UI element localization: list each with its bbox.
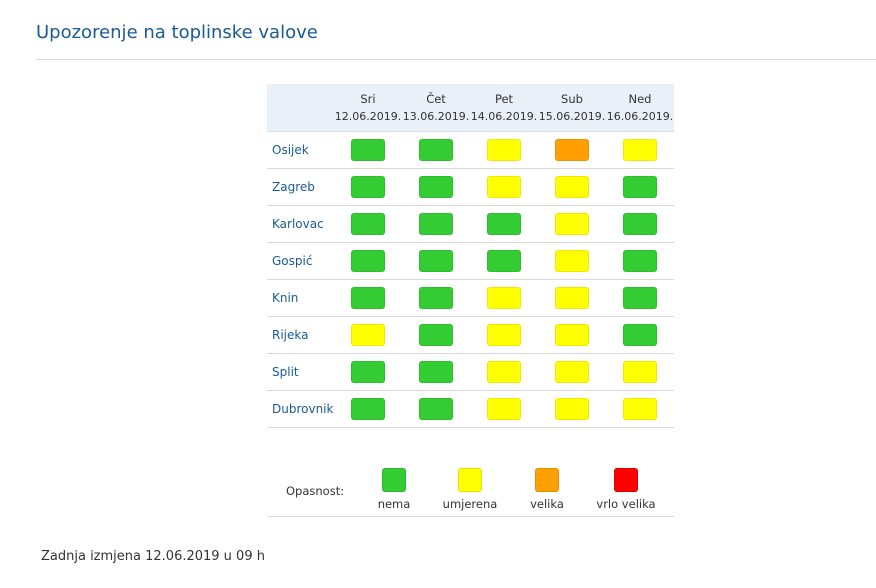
table-row: Dubrovnik xyxy=(267,390,674,428)
city-link[interactable]: Gospić xyxy=(267,242,334,280)
warning-level-box[interactable] xyxy=(555,398,589,420)
day-header: Sub 15.06.2019. xyxy=(538,84,606,132)
warning-level-box[interactable] xyxy=(487,398,521,420)
table-row: Split xyxy=(267,353,674,391)
day-header: Pet 14.06.2019. xyxy=(470,84,538,132)
warning-level-box[interactable] xyxy=(623,139,657,161)
heatwave-table: Sri 12.06.2019. Čet 13.06.2019. Pet 14.0… xyxy=(267,84,674,428)
warning-level-box[interactable] xyxy=(419,398,453,420)
legend-item-label: vrlo velika xyxy=(596,497,656,511)
day-name: Čet xyxy=(426,91,446,106)
warning-level-box[interactable] xyxy=(351,287,385,309)
warning-level-box[interactable] xyxy=(351,361,385,383)
warning-level-box[interactable] xyxy=(487,139,521,161)
warning-level-box[interactable] xyxy=(487,250,521,272)
legend-item-nema: nema xyxy=(365,468,423,511)
day-date: 15.06.2019. xyxy=(538,109,606,123)
day-header: Čet 13.06.2019. xyxy=(402,84,470,132)
day-date: 13.06.2019. xyxy=(402,109,470,123)
day-date: 16.06.2019. xyxy=(606,109,674,123)
legend-swatch xyxy=(458,468,482,492)
legend-item-umjerena: umjerena xyxy=(439,468,501,511)
warning-level-box[interactable] xyxy=(487,213,521,235)
warning-level-box[interactable] xyxy=(419,176,453,198)
legend: Opasnost: nema umjerena velika vrlo veli… xyxy=(267,455,674,517)
warning-level-box[interactable] xyxy=(555,361,589,383)
table-row: Rijeka xyxy=(267,316,674,354)
city-link[interactable]: Osijek xyxy=(267,131,334,169)
warning-level-box[interactable] xyxy=(623,361,657,383)
day-name: Ned xyxy=(628,91,652,106)
warning-level-box[interactable] xyxy=(419,324,453,346)
warning-level-box[interactable] xyxy=(555,176,589,198)
warning-level-box[interactable] xyxy=(555,213,589,235)
warning-level-box[interactable] xyxy=(351,213,385,235)
city-link[interactable]: Karlovac xyxy=(267,205,334,243)
legend-label: Opasnost: xyxy=(286,484,345,498)
warning-level-box[interactable] xyxy=(487,176,521,198)
warning-level-box[interactable] xyxy=(487,287,521,309)
table-row: Knin xyxy=(267,279,674,317)
warning-level-box[interactable] xyxy=(623,398,657,420)
day-date: 14.06.2019. xyxy=(470,109,538,123)
warning-level-box[interactable] xyxy=(623,213,657,235)
warning-level-box[interactable] xyxy=(555,250,589,272)
warning-level-box[interactable] xyxy=(351,398,385,420)
city-link[interactable]: Rijeka xyxy=(267,316,334,354)
warning-level-box[interactable] xyxy=(351,324,385,346)
legend-swatch xyxy=(382,468,406,492)
warning-level-box[interactable] xyxy=(351,176,385,198)
warning-level-box[interactable] xyxy=(419,250,453,272)
table-row: Gospić xyxy=(267,242,674,280)
page-title: Upozorenje na toplinske valove xyxy=(36,22,318,43)
city-link[interactable]: Knin xyxy=(267,279,334,317)
warning-level-box[interactable] xyxy=(419,287,453,309)
header-corner xyxy=(267,84,334,132)
warning-level-box[interactable] xyxy=(351,250,385,272)
legend-swatch xyxy=(614,468,638,492)
day-name: Sri xyxy=(360,91,376,106)
table-row: Zagreb xyxy=(267,168,674,206)
warning-level-box[interactable] xyxy=(487,361,521,383)
warning-level-box[interactable] xyxy=(623,324,657,346)
table-row: Osijek xyxy=(267,131,674,169)
table-row: Karlovac xyxy=(267,205,674,243)
legend-item-velika: velika xyxy=(519,468,575,511)
warning-level-box[interactable] xyxy=(555,324,589,346)
legend-item-label: nema xyxy=(377,497,411,511)
table-header-row: Sri 12.06.2019. Čet 13.06.2019. Pet 14.0… xyxy=(267,84,674,132)
last-modified-text: Zadnja izmjena 12.06.2019 u 09 h xyxy=(41,549,265,564)
day-name: Sub xyxy=(561,91,583,106)
warning-level-box[interactable] xyxy=(419,361,453,383)
day-name: Pet xyxy=(494,91,514,106)
warning-level-box[interactable] xyxy=(623,287,657,309)
legend-swatch xyxy=(535,468,559,492)
day-header: Sri 12.06.2019. xyxy=(334,84,402,132)
day-date: 12.06.2019. xyxy=(334,109,402,123)
warning-level-box[interactable] xyxy=(419,213,453,235)
warning-level-box[interactable] xyxy=(623,250,657,272)
legend-item-label: umjerena xyxy=(442,497,498,511)
warning-level-box[interactable] xyxy=(351,139,385,161)
warning-level-box[interactable] xyxy=(555,287,589,309)
city-link[interactable]: Zagreb xyxy=(267,168,334,206)
city-link[interactable]: Dubrovnik xyxy=(267,390,334,428)
city-link[interactable]: Split xyxy=(267,353,334,391)
warning-level-box[interactable] xyxy=(419,139,453,161)
warning-level-box[interactable] xyxy=(623,176,657,198)
title-divider xyxy=(36,59,876,60)
warning-level-box[interactable] xyxy=(555,139,589,161)
warning-level-box[interactable] xyxy=(487,324,521,346)
day-header: Ned 16.06.2019. xyxy=(606,84,674,132)
legend-item-vrlo-velika: vrlo velika xyxy=(591,468,661,511)
legend-item-label: velika xyxy=(530,497,564,511)
